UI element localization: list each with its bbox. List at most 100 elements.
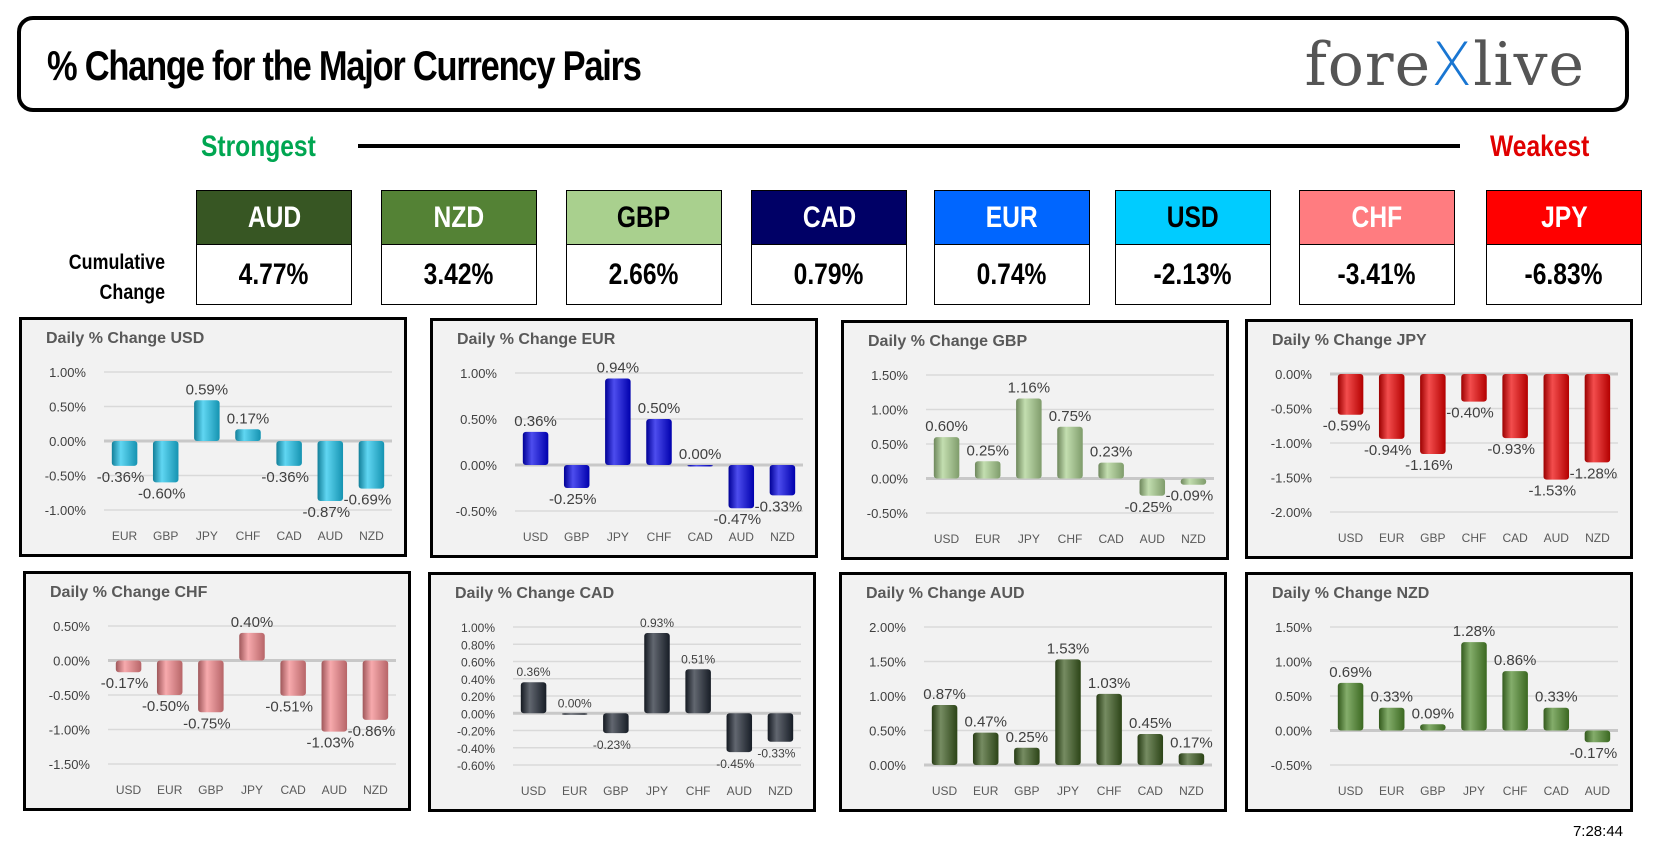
x-tick-label: CHF (1503, 784, 1528, 798)
bar-jpy (194, 400, 220, 441)
bar-aud (1584, 730, 1611, 743)
x-tick-label: EUR (562, 784, 588, 798)
bar-usd (933, 437, 960, 479)
bar-cad (1502, 374, 1528, 439)
x-tick-label: GBP (198, 783, 223, 797)
x-tick-label: CAD (687, 530, 713, 544)
data-label: -0.75% (183, 715, 231, 732)
data-label: -0.17% (1570, 745, 1618, 762)
data-label: 0.93% (640, 616, 674, 630)
data-label: 0.51% (681, 652, 715, 666)
bar-usd (522, 431, 549, 465)
bar-aud (317, 441, 344, 502)
y-tick-label: 0.50% (869, 724, 906, 739)
data-label: -0.47% (714, 511, 762, 528)
data-label: -0.51% (265, 699, 313, 716)
y-tick-label: 0.50% (871, 437, 908, 452)
data-label: -1.16% (1405, 457, 1453, 474)
bar-gbp (1420, 374, 1446, 455)
y-tick-label: -1.00% (45, 503, 87, 518)
y-tick-label: -0.50% (867, 506, 909, 521)
data-label: 0.75% (1049, 408, 1092, 425)
y-tick-label: -0.50% (1271, 402, 1313, 417)
bar-gbp (1420, 724, 1446, 731)
currency-card-cad: CAD 0.79% (751, 190, 907, 305)
data-label: -1.28% (1570, 465, 1618, 482)
bar-eur (1378, 374, 1405, 439)
bar-nzd (358, 441, 385, 489)
x-tick-label: EUR (973, 784, 999, 798)
data-label: -0.36% (261, 469, 309, 486)
bar-cad (1543, 707, 1570, 731)
x-tick-label: GBP (1420, 784, 1445, 798)
bar-eur (111, 441, 138, 466)
y-tick-label: 1.00% (460, 366, 497, 381)
x-tick-label: AUD (1544, 531, 1570, 545)
currency-code: EUR (934, 190, 1090, 245)
y-tick-label: 1.50% (869, 655, 906, 670)
bar-chf (1057, 426, 1083, 479)
bar-jpy (1055, 659, 1081, 765)
y-tick-label: 0.20% (461, 690, 495, 704)
y-tick-label: 0.50% (460, 412, 497, 427)
x-tick-label: JPY (1463, 784, 1485, 798)
bar-aud (1139, 478, 1166, 496)
data-label: 0.40% (231, 614, 274, 631)
data-label: -0.36% (97, 469, 145, 486)
y-tick-label: 0.60% (461, 656, 495, 670)
bar-jpy (644, 633, 670, 714)
currency-code: CAD (751, 190, 907, 245)
bar-nzd (769, 465, 796, 496)
bar-usd (115, 660, 142, 673)
x-tick-label: JPY (1018, 532, 1040, 546)
data-label: -0.59% (1323, 418, 1371, 435)
data-label: -0.87% (303, 504, 351, 521)
x-tick-label: CHF (1462, 531, 1487, 545)
bar-chf (646, 419, 672, 465)
data-label: -0.45% (716, 757, 754, 771)
y-tick-label: 0.00% (1275, 724, 1312, 739)
data-label: 0.45% (1129, 715, 1172, 732)
currency-card-nzd: NZD 3.42% (381, 190, 537, 305)
y-tick-label: 0.00% (1275, 367, 1312, 382)
x-tick-label: CHF (236, 529, 261, 543)
data-label: -0.33% (755, 498, 803, 515)
x-tick-label: CAD (1098, 532, 1124, 546)
currency-code: CHF (1299, 190, 1455, 245)
cumulative-value: -2.13% (1115, 245, 1271, 305)
data-label: -0.23% (593, 738, 631, 752)
bar-aud (728, 465, 755, 509)
x-tick-label: USD (932, 784, 958, 798)
bar-jpy (239, 632, 265, 661)
data-label: -0.94% (1364, 442, 1412, 459)
chart-gbp: Daily % Change GBP 1.50% 1.00% 0.50% 0.00% -0… (841, 320, 1229, 560)
x-tick-label: NZD (770, 530, 795, 544)
chart-title: Daily % Change USD (46, 330, 205, 347)
x-tick-label: JPY (1057, 784, 1079, 798)
data-label: -1.53% (1529, 483, 1577, 500)
bar-eur (561, 713, 588, 715)
bar-nzd (362, 660, 389, 720)
data-label: 0.86% (1494, 652, 1537, 669)
data-label: -1.03% (307, 735, 355, 752)
timestamp: 7:28:44 (1572, 823, 1623, 840)
chart-title: Daily % Change CHF (50, 584, 208, 601)
bar-chf (1502, 671, 1528, 731)
data-label: 0.60% (925, 418, 968, 435)
bar-usd (931, 704, 958, 765)
title-banner: % Change for the Major Currency Pairs fo… (17, 16, 1629, 112)
x-tick-label: CHF (647, 530, 672, 544)
cumulative-value: -6.83% (1486, 245, 1642, 305)
bar-cad (687, 465, 713, 467)
y-tick-label: 1.00% (49, 365, 86, 380)
x-tick-label: USD (521, 784, 547, 798)
bar-nzd (767, 713, 794, 742)
data-label: 0.87% (923, 686, 966, 703)
data-label: -0.25% (1125, 499, 1173, 516)
y-tick-label: 1.00% (1275, 655, 1312, 670)
data-label: 0.17% (1170, 734, 1213, 751)
bar-nzd (1178, 753, 1205, 765)
bar-jpy (605, 378, 631, 465)
chart-title: Daily % Change NZD (1272, 585, 1430, 602)
data-label: -0.09% (1166, 488, 1214, 505)
